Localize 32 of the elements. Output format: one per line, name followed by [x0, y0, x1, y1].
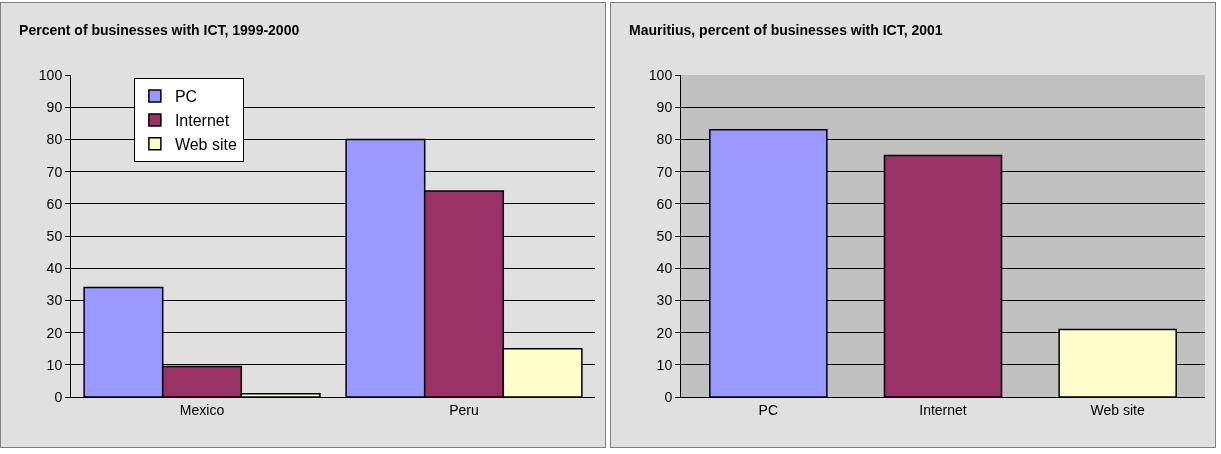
y-tick-label: 60 [656, 195, 673, 212]
y-tick-label: 80 [46, 131, 63, 148]
y-tick-label: 60 [46, 195, 63, 212]
legend-label: Internet [174, 112, 230, 130]
y-tick-label: 20 [46, 324, 63, 341]
legend-label: PC [174, 88, 198, 106]
y-tick-label: 40 [46, 260, 63, 277]
y-tick-label: 50 [656, 227, 673, 244]
y-tick-label: 50 [46, 227, 63, 244]
y-tick-label: 90 [46, 99, 63, 116]
x-tick-label: Peru [449, 401, 479, 418]
y-tick-label: 10 [46, 356, 63, 373]
legend-label: Web site [174, 135, 237, 153]
y-tick-label: 100 [38, 66, 63, 83]
y-tick-label: 30 [656, 292, 673, 309]
chart-title: Mauritius, percent of businesses with ICT, 2001 [629, 22, 943, 38]
x-tick-label: Mexico [179, 401, 225, 418]
x-tick-label: Internet [919, 401, 967, 418]
y-tick-label: 30 [46, 292, 63, 309]
y-tick-label: 10 [656, 356, 673, 373]
y-tick-label: 0 [54, 388, 63, 405]
y-tick-label: 0 [664, 388, 673, 405]
y-tick-label: 40 [656, 260, 673, 277]
y-tick-label: 70 [656, 163, 673, 180]
y-tick-label: 100 [648, 66, 673, 83]
y-tick-label: 20 [656, 324, 673, 341]
chart-title: Percent of businesses with ICT, 1999-2000 [19, 22, 300, 38]
x-tick-label: PC [758, 401, 779, 418]
y-tick-label: 70 [46, 163, 63, 180]
x-tick-label: Web site [1090, 401, 1145, 418]
y-tick-label: 80 [656, 131, 673, 148]
y-tick-label: 90 [656, 99, 673, 116]
